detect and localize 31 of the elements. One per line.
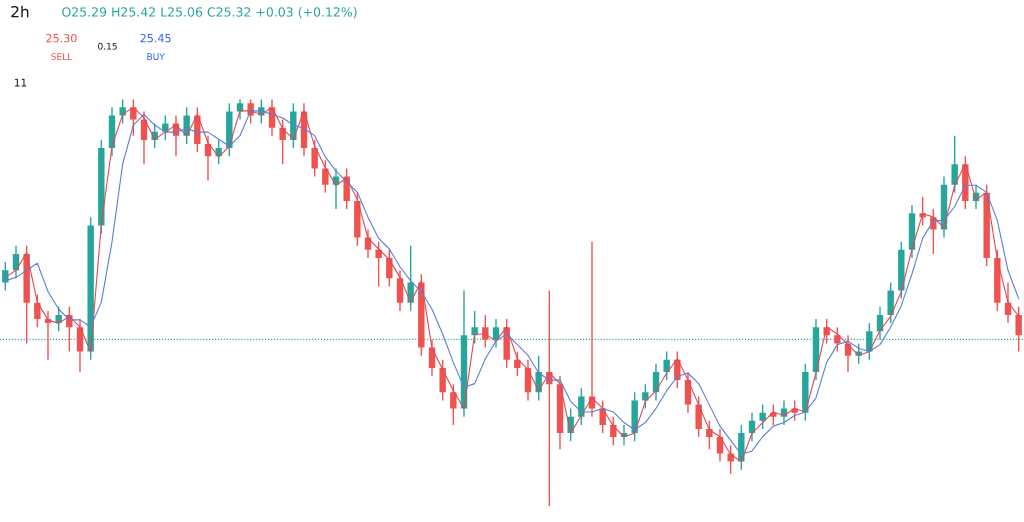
- text: 0.15: [98, 42, 117, 50]
- candlestick: [759, 403, 766, 430]
- candlestick: [386, 249, 393, 288]
- text: O25.29 H25.42 L25.06 C25.32 +0.03 (+0.12%): [62, 7, 357, 19]
- chart-title: 2h: [11, 5, 29, 18]
- candlestick: [706, 420, 713, 451]
- candlestick: [450, 383, 457, 426]
- candlestick: [55, 306, 62, 332]
- candlestick: [663, 350, 670, 381]
- candlestick: [119, 99, 126, 125]
- candlestick: [279, 118, 286, 166]
- candlestick: [130, 99, 137, 137]
- text: BUY: [147, 53, 165, 61]
- text: 25.30: [46, 33, 77, 43]
- text: 25.45: [140, 33, 171, 43]
- candlestick: [1015, 306, 1022, 353]
- candlestick: [375, 240, 382, 288]
- candlestick: [599, 399, 606, 434]
- candlestick: [183, 106, 190, 145]
- candlestick: [610, 416, 617, 446]
- candlestick: [951, 135, 958, 194]
- candlestick: [322, 159, 329, 194]
- candlestick: [727, 444, 734, 475]
- candlestick: [514, 350, 521, 377]
- candlestick: [34, 293, 41, 328]
- text: SELL: [51, 53, 73, 61]
- candlestick: [311, 139, 318, 178]
- text: 11: [15, 78, 27, 87]
- candlestick: [834, 326, 841, 353]
- candlestick: [482, 314, 489, 349]
- candlestick: [642, 383, 649, 410]
